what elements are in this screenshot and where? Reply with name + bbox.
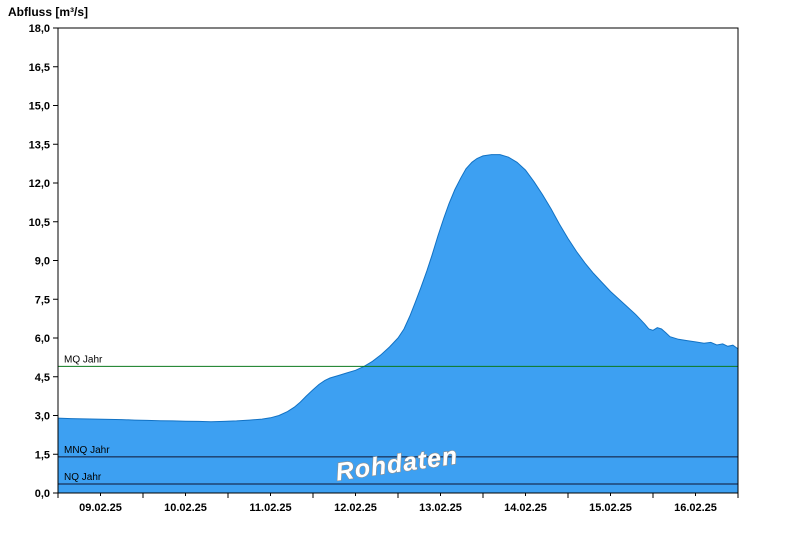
x-tick-label: 10.02.25 (164, 502, 207, 514)
reference-line-label-0: MQ Jahr (64, 354, 103, 365)
x-tick-label: 15.02.25 (589, 502, 632, 514)
y-tick-label: 16,5 (29, 62, 50, 74)
plot-frame (57, 27, 739, 494)
reference-line-label-2: NQ Jahr (64, 472, 102, 483)
y-tick-label: 6,0 (35, 333, 50, 345)
discharge-area-series (57, 154, 739, 494)
y-tick-label: 7,5 (35, 294, 50, 306)
y-tick-label: 10,5 (29, 217, 50, 229)
x-tick-label: 11.02.25 (249, 502, 291, 514)
y-tick-label: 12,0 (29, 178, 50, 190)
x-tick-label: 16.02.25 (674, 502, 717, 514)
x-tick-label: 12.02.25 (334, 502, 377, 514)
y-tick-label: 15,0 (29, 101, 50, 113)
x-tick-label: 14.02.25 (504, 502, 547, 514)
y-tick-label: 4,5 (35, 372, 50, 384)
y-tick-label: 3,0 (35, 411, 50, 423)
y-tick-label: 18,0 (29, 23, 50, 35)
y-tick-label: 13,5 (29, 139, 50, 151)
x-tick-label: 09.02.25 (79, 502, 122, 514)
x-tick-label: 13.02.25 (419, 502, 462, 514)
y-axis-title: Abfluss [m³/s] (8, 5, 89, 19)
reference-line-label-1: MNQ Jahr (64, 445, 110, 456)
y-tick-label: 1,5 (35, 449, 50, 461)
y-tick-label: 0,0 (35, 488, 50, 500)
y-tick-label: 9,0 (35, 256, 50, 268)
